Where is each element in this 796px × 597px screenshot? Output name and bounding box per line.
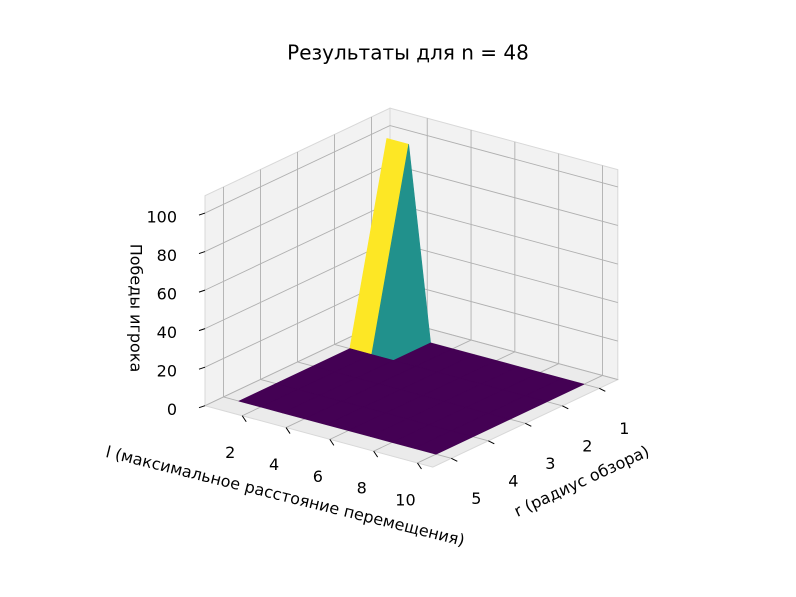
y-tick-label: 1 <box>619 419 629 438</box>
z-tick-label: 40 <box>157 323 177 342</box>
y-tick-label: 5 <box>471 489 481 508</box>
grid-line <box>389 240 618 303</box>
grid-line <box>204 125 391 214</box>
grid-line <box>204 240 391 330</box>
tick-mark <box>329 439 335 446</box>
tick-mark <box>417 462 422 470</box>
x-tick-label: 8 <box>357 479 367 498</box>
tick-mark <box>562 405 569 410</box>
chart-title: Результаты для n = 48 <box>287 41 529 65</box>
z-tick-label: 0 <box>167 400 177 419</box>
tick-mark <box>285 427 291 434</box>
tick-mark <box>198 251 206 255</box>
tick-mark <box>373 450 379 458</box>
grid-line <box>204 163 391 252</box>
y-tick-label: 2 <box>582 436 592 455</box>
surface-face <box>413 430 474 455</box>
grid-line <box>389 202 618 265</box>
grid-line <box>389 163 618 226</box>
surface <box>238 138 585 455</box>
tick-mark <box>488 440 495 445</box>
x-tick-label: 6 <box>313 467 323 486</box>
x-tick-label: 4 <box>269 455 279 474</box>
tick-mark <box>198 289 206 293</box>
grid-line <box>389 279 618 342</box>
z-axis-title: Победы игрока <box>127 244 146 373</box>
tick-mark <box>525 422 532 427</box>
tick-mark <box>198 328 206 332</box>
z-tick-label: 20 <box>157 362 177 381</box>
z-tick-label: 60 <box>157 285 177 304</box>
tick-mark <box>198 366 206 370</box>
x-tick-label: 10 <box>395 490 415 509</box>
tick-mark <box>241 415 247 423</box>
grid-line <box>389 125 618 188</box>
z-tick-label: 100 <box>146 208 177 227</box>
tick-mark <box>599 387 606 392</box>
z-tick-label: 80 <box>157 246 177 265</box>
x-tick-label: 2 <box>225 443 235 462</box>
grid-line <box>204 202 391 291</box>
y-tick-label: 4 <box>508 471 518 490</box>
tick-mark <box>198 405 206 409</box>
y-tick-label: 3 <box>545 454 555 473</box>
tick-mark <box>451 457 458 462</box>
tick-mark <box>198 212 206 216</box>
